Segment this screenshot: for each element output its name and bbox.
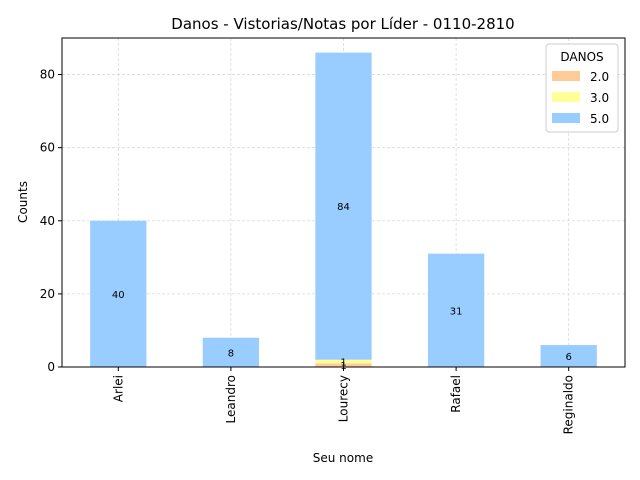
legend-title: DANOS — [560, 50, 603, 64]
x-tick-label: Leandro — [224, 375, 238, 423]
bar-value-label: 40 — [112, 290, 125, 301]
y-tick-label: 0 — [47, 360, 55, 374]
legend-label: 2.0 — [590, 70, 609, 84]
bar-value-label: 1 — [340, 358, 346, 369]
legend-swatch-2-0 — [552, 71, 580, 81]
x-tick-label: Arlei — [111, 375, 125, 402]
y-tick-label: 60 — [40, 141, 55, 155]
y-axis: 0 20 40 60 80 — [40, 68, 62, 374]
legend-swatch-5-0 — [552, 113, 580, 123]
bar-value-label: 31 — [450, 306, 463, 317]
bar-rafael-5-0 — [427, 253, 485, 367]
bar-reginaldo-5-0 — [540, 345, 597, 367]
bar-lourecy-3-0 — [315, 359, 372, 364]
y-tick-label: 40 — [40, 214, 55, 228]
legend-swatch-3-0 — [552, 92, 580, 102]
bar-arlei-5-0 — [90, 220, 147, 367]
bar-value-label: 6 — [566, 352, 572, 363]
x-tick-label: Reginaldo — [562, 375, 576, 434]
y-tick-label: 80 — [40, 68, 55, 82]
legend-box — [545, 43, 619, 133]
x-tick-label: Rafael — [449, 375, 463, 413]
x-tick-label: Lourecy — [337, 375, 351, 422]
bar-leandro-5-0 — [202, 337, 260, 367]
bar-lourecy-5-0 — [315, 52, 372, 360]
bar-lourecy-2-0 — [315, 363, 372, 367]
legend-label: 5.0 — [590, 112, 609, 126]
chart-title: Danos - Vistorias/Notas por Líder - 0110… — [171, 15, 514, 33]
bar-value-label: 84 — [337, 202, 350, 213]
bars — [90, 52, 597, 367]
legend-label: 3.0 — [590, 91, 609, 105]
y-axis-label: Counts — [16, 181, 30, 223]
y-tick-label: 20 — [40, 287, 55, 301]
bar-value-label: 8 — [228, 348, 234, 359]
x-axis: Arlei Leandro Lourecy Rafael Reginaldo — [111, 367, 576, 434]
legend: DANOS 2.0 3.0 5.0 — [545, 43, 619, 133]
x-axis-label: Seu nome — [313, 451, 373, 465]
